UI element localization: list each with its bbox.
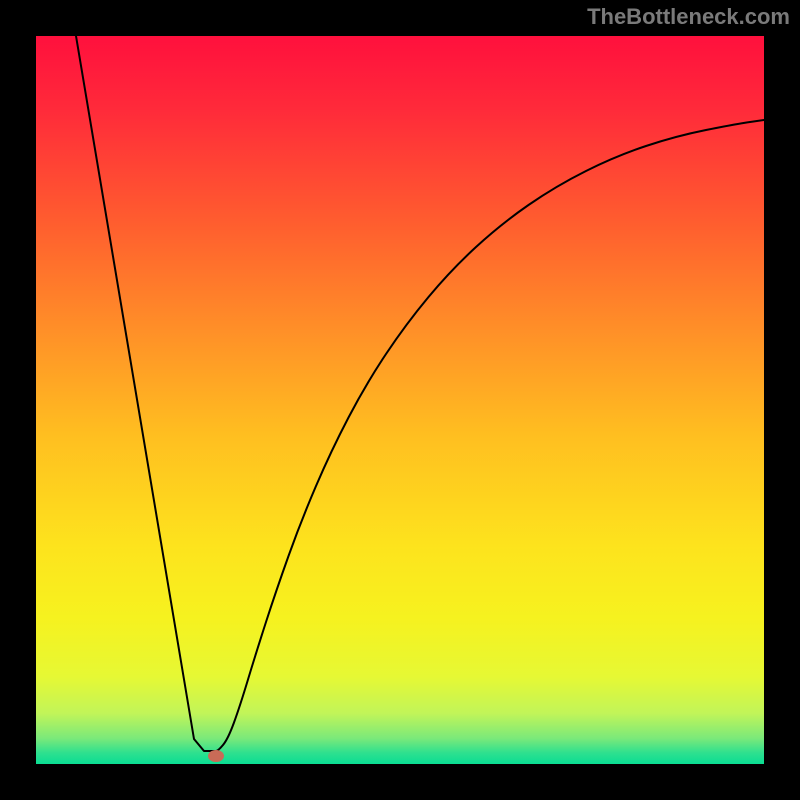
bottleneck-curve — [36, 36, 764, 764]
minimum-marker — [208, 750, 224, 762]
watermark-text: TheBottleneck.com — [587, 4, 790, 30]
chart-container: TheBottleneck.com — [0, 0, 800, 800]
plot-area — [36, 36, 764, 764]
